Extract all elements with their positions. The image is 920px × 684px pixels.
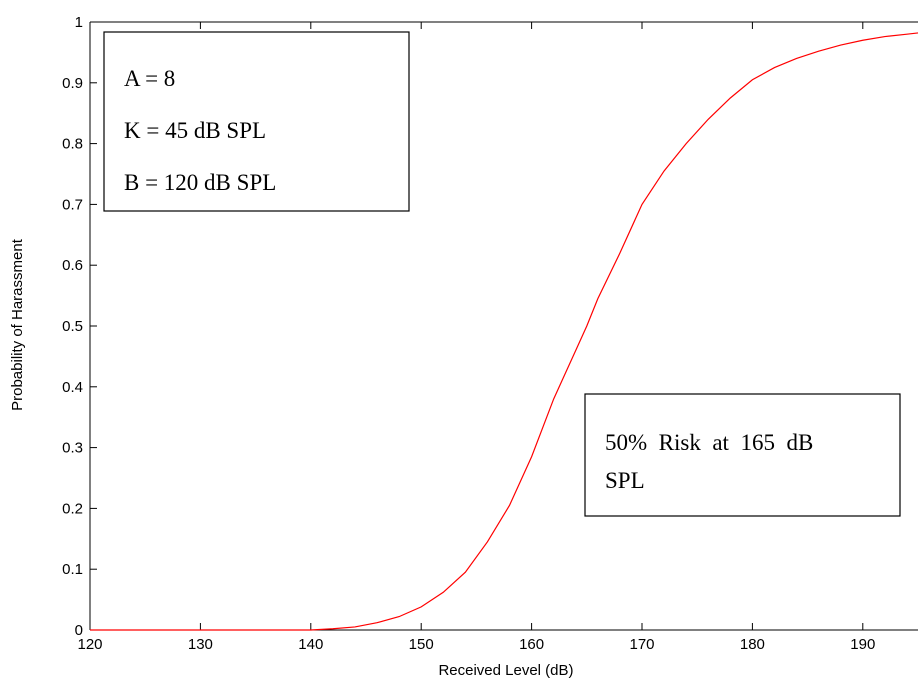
x-axis-title: Received Level (dB) [438, 662, 573, 679]
series-layer [90, 32, 919, 631]
x-tick-label: 170 [629, 636, 654, 653]
x-tick-label: 130 [188, 636, 213, 653]
y-tick-label: 0.5 [62, 318, 83, 335]
x-tick-label: 160 [519, 636, 544, 653]
y-tick-label: 0.3 [62, 440, 83, 457]
risk-box [584, 393, 901, 517]
series-line [90, 32, 919, 631]
x-tick-label: 150 [409, 636, 434, 653]
params-line-k: K = 45 dB SPL [124, 118, 266, 143]
risk-line-2: SPL [605, 468, 645, 493]
params-box [103, 31, 410, 212]
risk-annotation: 50% Risk at 165 dB SPL [584, 393, 901, 517]
params-line-a: A = 8 [124, 66, 175, 91]
y-tick-label: 0.7 [62, 196, 83, 213]
x-tick-label: 140 [298, 636, 323, 653]
y-tick-label: 0.2 [62, 500, 83, 517]
axes: 120 130 140 150 160 170 180 190 0 0.1 0.2 0.3 0.4 0.5… [62, 14, 918, 653]
x-tick-label: 190 [850, 636, 875, 653]
params-line-b: B = 120 dB SPL [124, 170, 276, 195]
params-annotation: A = 8 K = 45 dB SPL B = 120 dB SPL [103, 31, 410, 212]
y-tick-label: 1 [75, 14, 83, 31]
y-axis-title: Probability of Harassment [9, 238, 26, 411]
x-tick-label: 120 [77, 636, 102, 653]
y-tick-label: 0.1 [62, 561, 83, 578]
y-tick-label: 0.6 [62, 257, 83, 274]
y-tick-label: 0.8 [62, 136, 83, 153]
y-tick-label: 0 [75, 622, 83, 639]
y-tick-label: 0.4 [62, 379, 83, 396]
risk-line-1: 50% Risk at 165 dB [605, 430, 813, 455]
x-tick-label: 180 [740, 636, 765, 653]
y-tick-label: 0.9 [62, 75, 83, 92]
